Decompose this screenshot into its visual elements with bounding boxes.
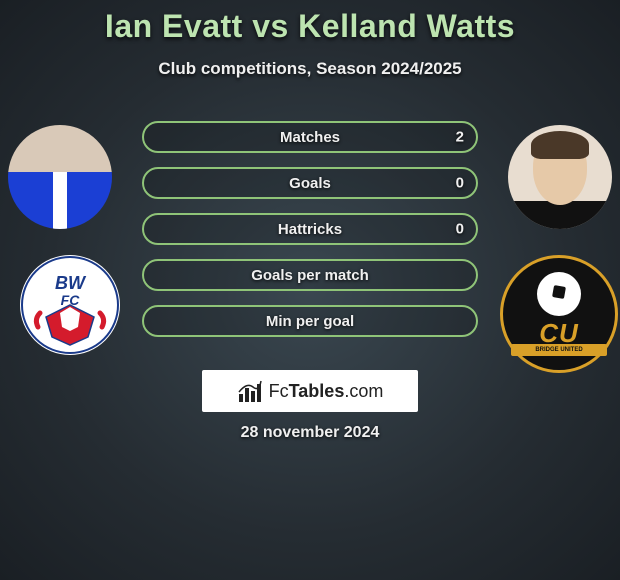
watermark-main: Tables bbox=[289, 381, 345, 401]
club-right-ribbon: BRIDGE UNITED bbox=[511, 344, 607, 356]
chart-icon bbox=[237, 378, 263, 404]
player-avatar-left bbox=[8, 125, 112, 229]
club-badge-right: CU BRIDGE UNITED bbox=[500, 255, 618, 373]
stat-row-goals: Goals 0 bbox=[142, 167, 478, 199]
stat-right-value: 0 bbox=[456, 175, 464, 192]
subtitle: Club competitions, Season 2024/2025 bbox=[0, 59, 620, 79]
stat-right-value: 0 bbox=[456, 221, 464, 238]
stat-row-hattricks: Hattricks 0 bbox=[142, 213, 478, 245]
page-title: Ian Evatt vs Kelland Watts bbox=[0, 8, 620, 45]
stat-label: Goals per match bbox=[251, 267, 369, 284]
stat-label: Goals bbox=[289, 175, 331, 192]
stat-row-matches: Matches 2 bbox=[142, 121, 478, 153]
player-avatar-right bbox=[508, 125, 612, 229]
watermark-prefix: Fc bbox=[269, 381, 289, 401]
stat-row-min-per-goal: Min per goal bbox=[142, 305, 478, 337]
svg-text:BW: BW bbox=[55, 273, 87, 293]
date-label: 28 november 2024 bbox=[0, 424, 620, 442]
stat-row-goals-per-match: Goals per match bbox=[142, 259, 478, 291]
watermark-text: FcTables.com bbox=[269, 381, 384, 402]
stat-bars: Matches 2 Goals 0 Hattricks 0 Goals per … bbox=[142, 121, 478, 351]
club-badge-left: BW FC bbox=[20, 255, 120, 355]
watermark: FcTables.com bbox=[202, 370, 418, 412]
stat-label: Min per goal bbox=[266, 313, 354, 330]
stat-right-value: 2 bbox=[456, 129, 464, 146]
stat-label: Hattricks bbox=[278, 221, 342, 238]
watermark-suffix: .com bbox=[344, 381, 383, 401]
comparison-area: BW FC CU BRIDGE UNITED Matches 2 Goals bbox=[0, 121, 620, 361]
stat-label: Matches bbox=[280, 129, 340, 146]
